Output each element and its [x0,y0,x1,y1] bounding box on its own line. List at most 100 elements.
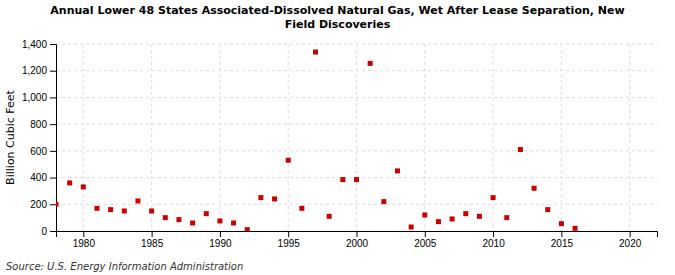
point [463,211,468,216]
point [518,147,523,152]
point [135,198,140,203]
title: Annual Lower 48 States Associated-Dissol… [50,4,624,31]
tick-label: 600 [30,146,47,157]
tick-mark [50,231,56,232]
tick-label: 2005 [414,238,437,249]
grid-line [288,44,289,231]
tick: 1,200 [22,65,56,76]
tick-mark [50,124,56,125]
point [545,207,550,212]
point [354,177,359,182]
tick: 1995 [278,231,301,249]
point [67,180,72,185]
tick-label: 1,400 [22,39,47,50]
source-note: Source: U.S. Energy Information Administ… [6,261,243,272]
grid-line [561,44,562,231]
tick-label: 1990 [209,238,232,249]
point [204,211,209,216]
tick: 1,000 [22,92,56,103]
point [504,215,509,220]
tick: 1985 [141,231,164,249]
point [286,158,291,163]
point [299,206,304,211]
tick-label: 2020 [619,238,642,249]
tick: 2000 [346,231,369,249]
tick-label: 400 [30,172,47,183]
grid-line [629,44,630,231]
point [176,217,181,222]
point [245,227,250,231]
tick-mark [50,97,56,98]
axis-line [50,45,57,232]
y-axis-title: Billion Cubic Feet [4,89,17,184]
tick-mark [152,231,153,237]
tick-mark [288,231,289,237]
point [491,195,496,200]
point [409,224,414,229]
point [94,206,99,211]
tick-mark [220,231,221,237]
point [477,214,482,219]
axis-line [57,232,658,238]
tick: 2005 [414,231,437,249]
point [450,216,455,221]
tick-mark [83,231,84,237]
point [340,177,345,182]
tick: 800 [30,119,56,130]
point [122,208,127,213]
points [56,50,578,231]
grid [56,44,657,231]
tick: 600 [30,146,56,157]
tick-label: 800 [30,119,47,130]
point [56,202,59,207]
point [217,218,222,223]
tick-mark [50,151,56,152]
grid-line [83,44,84,231]
tick: 1980 [73,231,96,249]
tick-label: 0 [41,226,47,237]
tick-label: 2015 [551,238,574,249]
tick-label: 1,200 [22,65,47,76]
tick: 2020 [619,231,642,249]
point [436,219,441,224]
tick-label: 2010 [482,238,505,249]
point [559,221,564,226]
tick-mark [50,204,56,205]
tick: 2015 [551,231,574,249]
tick-mark [425,231,426,237]
tick: 200 [30,199,56,210]
grid-line [151,44,152,231]
tick: 1990 [209,231,232,249]
point [313,50,318,55]
point [422,212,427,217]
tick-mark [630,231,631,237]
point [272,196,277,201]
grid-line [56,150,657,151]
point [368,61,373,66]
point [258,195,263,200]
point [231,220,236,225]
tick-label: 1980 [73,238,96,249]
tick-label: 1995 [278,238,301,249]
grid-line [356,44,357,231]
tick-label: 1985 [141,238,164,249]
point [327,214,332,219]
grid-line [56,97,657,98]
tick: 400 [30,172,56,183]
tick: 1,400 [22,39,56,50]
point [573,226,578,231]
grid-line [56,204,657,205]
y-axis: 0 200 400 600 800 1,000 1,200 1,400 [22,39,57,237]
tick-mark [357,231,358,237]
plot: 1980 1985 1990 1995 2000 2005 2010 2015 2020 0 200… [22,39,658,249]
x-axis: 1980 1985 1990 1995 2000 2005 2010 2015 2020 [57,231,658,249]
point [381,199,386,204]
point [190,220,195,225]
grid-line [424,44,425,231]
tick-mark [50,178,56,179]
point [108,207,113,212]
tick-label: 1,000 [22,92,47,103]
chart: 1980 1985 1990 1995 2000 2005 2010 2015 2020 0 200… [0,0,675,275]
tick-label: 200 [30,199,47,210]
point [149,208,154,213]
